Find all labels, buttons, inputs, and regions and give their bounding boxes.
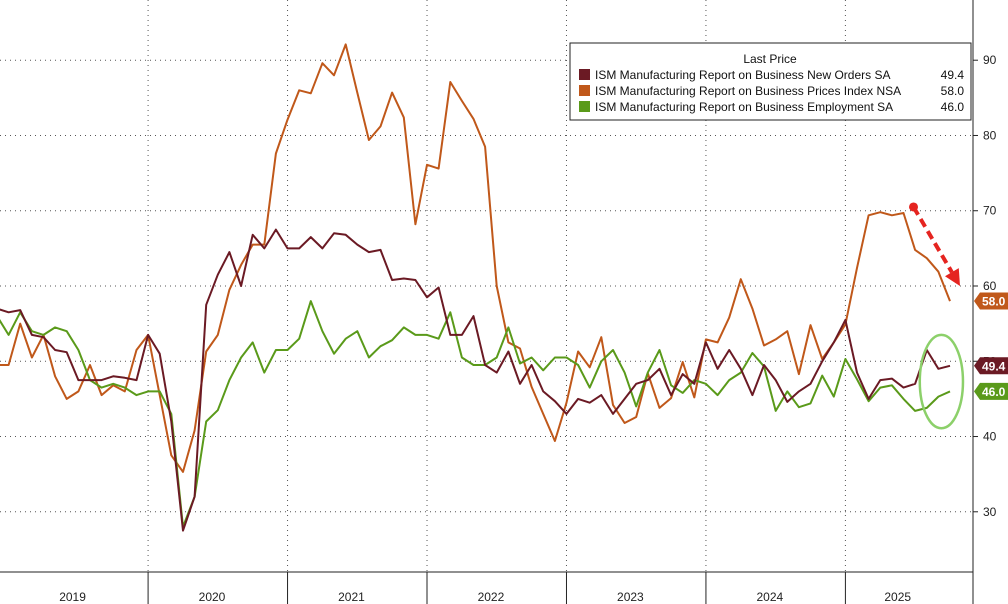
legend-value-employment: 46.0 [941, 100, 965, 114]
legend-box [569, 42, 972, 121]
legend-swatch-prices [579, 85, 590, 96]
series-line-new-orders [0, 228, 951, 532]
last-value-tag-new-orders [974, 357, 1008, 375]
y-tick-label-30: 30 [983, 505, 997, 519]
last-value-tag-employment [974, 382, 1008, 400]
year-label-2020: 2020 [199, 590, 226, 604]
year-label-2023: 2023 [617, 590, 644, 604]
y-tick-label-70: 70 [983, 204, 997, 218]
year-label-2024: 2024 [757, 590, 784, 604]
series-line-employment [0, 300, 951, 528]
legend-swatch-employment [579, 101, 590, 112]
year-label-2025: 2025 [884, 590, 911, 604]
x-axis-year-labels: 2019 2020 2021 2022 2023 2024 2025 [59, 590, 911, 604]
y-tick-label-80: 80 [983, 128, 997, 142]
last-value-label-new-orders: 49.4 [982, 359, 1006, 373]
last-value-tags: 49.4 58.0 46.0 [974, 292, 1008, 400]
legend-value-prices: 58.0 [941, 84, 965, 98]
legend-label-prices: ISM Manufacturing Report on Business Pri… [595, 84, 901, 98]
legend: Last Price ISM Manufacturing Report on B… [569, 42, 972, 121]
y-tick-label-40: 40 [983, 430, 997, 444]
series-line-prices [0, 43, 951, 473]
legend-swatch-new-orders [579, 69, 590, 80]
last-value-label-prices: 58.0 [982, 295, 1006, 309]
annotation-arrow-shaft [911, 205, 954, 274]
annotations [909, 202, 965, 430]
year-label-2022: 2022 [478, 590, 505, 604]
legend-label-employment: ISM Manufacturing Report on Business Emp… [595, 100, 893, 114]
legend-title: Last Price [743, 52, 797, 66]
legend-value-new-orders: 49.4 [941, 68, 965, 82]
y-tick-label-60: 60 [983, 279, 997, 293]
last-value-label-employment: 46.0 [982, 385, 1006, 399]
annotation-arrow-head [944, 268, 960, 286]
series-lines [0, 43, 951, 532]
year-label-2019: 2019 [59, 590, 86, 604]
y-tick-label-90: 90 [983, 53, 997, 67]
last-value-tag-prices [974, 292, 1008, 310]
annotation-ellipse [918, 333, 965, 430]
legend-label-new-orders: ISM Manufacturing Report on Business New… [595, 68, 890, 82]
year-label-2021: 2021 [338, 590, 365, 604]
